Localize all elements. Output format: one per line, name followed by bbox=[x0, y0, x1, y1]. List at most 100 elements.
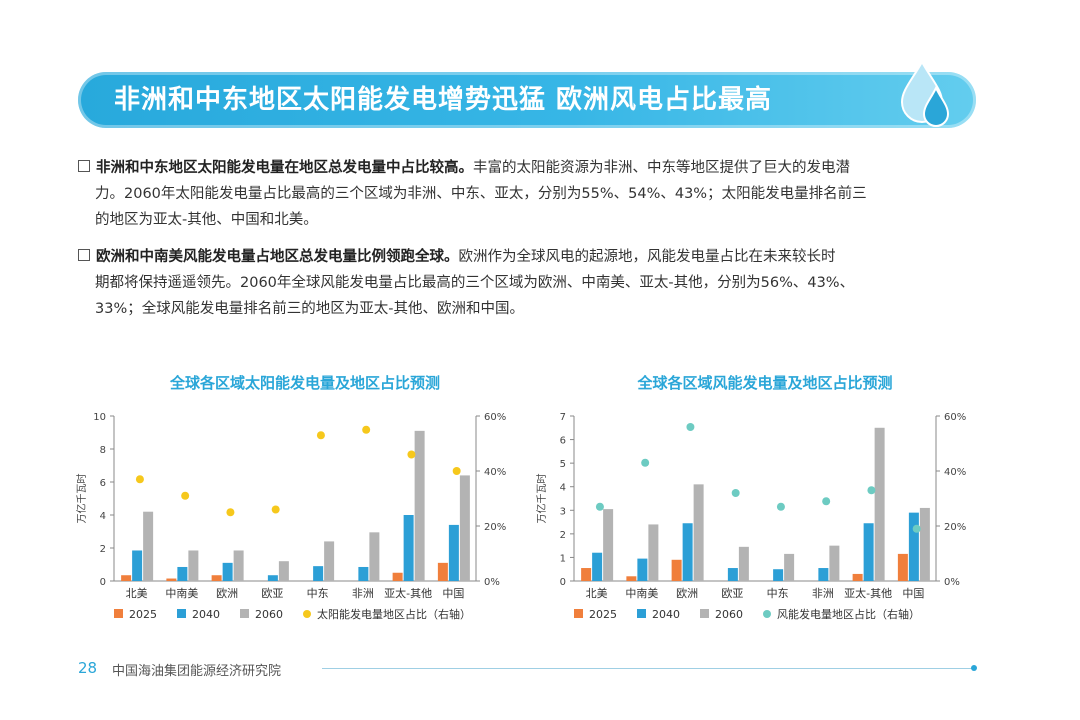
x-tick-label: 亚太-其他 bbox=[844, 587, 892, 600]
y2-tick-label: 60% bbox=[484, 412, 506, 423]
y-axis-label: 万亿千瓦时 bbox=[535, 474, 548, 524]
publisher-name: 中国海油集团能源经济研究院 bbox=[112, 664, 282, 679]
y-tick-label: 0 bbox=[560, 577, 566, 588]
legend-swatch-share bbox=[303, 610, 311, 618]
bar-2040 bbox=[403, 515, 414, 581]
y-tick-label: 8 bbox=[100, 445, 106, 456]
x-tick-label: 中南美 bbox=[625, 587, 658, 600]
y-tick-label: 3 bbox=[560, 506, 566, 517]
bar-2060 bbox=[143, 511, 154, 581]
legend-swatch-2040 bbox=[637, 609, 646, 618]
bar-2025 bbox=[852, 573, 863, 581]
paragraph-wind-line3: 33%；全球风能发电量排名前三的地区为亚太-其他、欧洲和中国。 bbox=[95, 301, 524, 317]
bar-2060 bbox=[233, 550, 244, 581]
share-dot bbox=[452, 467, 461, 475]
y-tick-label: 6 bbox=[100, 478, 106, 489]
footer-dot-icon bbox=[971, 665, 977, 671]
y2-tick-label: 40% bbox=[944, 467, 966, 478]
share-dot bbox=[362, 425, 371, 434]
legend-label-2025: 2025 bbox=[589, 608, 617, 621]
bar-2025 bbox=[437, 562, 448, 581]
legend-swatch-share bbox=[763, 610, 771, 618]
bar-2025 bbox=[581, 568, 592, 581]
share-dot bbox=[822, 497, 831, 506]
y2-tick-label: 40% bbox=[484, 467, 506, 478]
y-tick-label: 7 bbox=[560, 412, 566, 423]
bar-2060 bbox=[648, 524, 659, 581]
y-tick-label: 4 bbox=[100, 511, 106, 522]
x-tick-label: 中东 bbox=[767, 587, 789, 600]
x-tick-label: 亚太-其他 bbox=[384, 587, 432, 600]
solar-chart-title: 全球各区域太阳能发电量及地区占比预测 bbox=[169, 374, 440, 392]
bar-2040 bbox=[267, 575, 278, 581]
legend-label-2060: 2060 bbox=[255, 608, 283, 621]
bar-2060 bbox=[919, 507, 930, 581]
share-dot bbox=[135, 475, 144, 484]
share-dot bbox=[316, 431, 325, 440]
bar-2060 bbox=[603, 509, 614, 581]
bullet-box-icon bbox=[78, 249, 90, 261]
bar-2060 bbox=[874, 427, 885, 581]
bar-2040 bbox=[637, 558, 648, 581]
x-tick-label: 中南美 bbox=[165, 587, 198, 600]
share-dot bbox=[407, 450, 416, 459]
bar-2025 bbox=[392, 572, 403, 581]
bar-2040 bbox=[773, 569, 784, 581]
x-tick-label: 欧亚 bbox=[721, 587, 743, 600]
share-dot bbox=[686, 423, 695, 431]
legend-swatch-2025 bbox=[114, 609, 123, 618]
paragraph-solar-line3: 的地区为亚太-其他、中国和北美。 bbox=[95, 212, 318, 228]
y2-tick-label: 20% bbox=[944, 522, 966, 533]
bar-2040 bbox=[313, 566, 324, 581]
paragraph-wind-bold: 欧洲和中南美风能发电量占地区总发电量比例领跑全球。 bbox=[96, 249, 459, 265]
bar-2040 bbox=[448, 524, 459, 581]
x-tick-label: 欧洲 bbox=[676, 587, 698, 600]
legend-label-share: 太阳能发电量地区占比（右轴） bbox=[317, 607, 471, 621]
y2-tick-label: 60% bbox=[944, 412, 966, 423]
share-dot bbox=[867, 486, 876, 495]
bar-2060 bbox=[738, 546, 749, 581]
bar-2060 bbox=[459, 475, 470, 581]
bar-2040 bbox=[863, 523, 874, 581]
bar-2060 bbox=[829, 545, 840, 581]
x-tick-label: 非洲 bbox=[812, 587, 834, 600]
legend-label-share: 风能发电量地区占比（右轴） bbox=[777, 607, 920, 621]
y-tick-label: 2 bbox=[100, 544, 106, 555]
legend-swatch-2040 bbox=[177, 609, 186, 618]
bar-2060 bbox=[693, 484, 704, 581]
section-banner: 非洲和中东地区太阳能发电增势迅猛 欧洲风电占比最高 bbox=[78, 72, 976, 128]
bar-2060 bbox=[784, 553, 795, 581]
y-tick-label: 2 bbox=[560, 530, 566, 541]
bar-2060 bbox=[278, 561, 289, 581]
bar-2040 bbox=[222, 562, 233, 581]
y-tick-label: 10 bbox=[93, 412, 106, 423]
x-tick-label: 北美 bbox=[126, 587, 148, 600]
bar-2040 bbox=[682, 523, 693, 581]
bar-2060 bbox=[369, 532, 380, 581]
bar-2025 bbox=[211, 575, 222, 581]
y-axis-label: 万亿千瓦时 bbox=[75, 474, 88, 524]
wind-chart-title: 全球各区域风能发电量及地区占比预测 bbox=[637, 374, 893, 392]
y-tick-label: 4 bbox=[560, 483, 566, 494]
y-tick-label: 0 bbox=[100, 577, 106, 588]
x-tick-label: 中东 bbox=[307, 587, 329, 600]
bar-2060 bbox=[324, 541, 335, 581]
share-dot bbox=[226, 508, 235, 517]
bar-2040 bbox=[132, 550, 143, 581]
bar-2040 bbox=[592, 552, 603, 581]
y2-tick-label: 0% bbox=[484, 577, 500, 588]
y-tick-label: 1 bbox=[560, 553, 566, 564]
legend-swatch-2025 bbox=[574, 609, 583, 618]
y-tick-label: 5 bbox=[560, 459, 566, 470]
share-dot bbox=[595, 502, 604, 511]
x-tick-label: 欧洲 bbox=[216, 587, 238, 600]
paragraph-wind-line2: 期都将保持遥遥领先。2060年全球风能发电量占比最高的三个区域为欧洲、中南美、亚… bbox=[95, 275, 855, 291]
paragraph-solar-line2: 力。2060年太阳能发电量占比最高的三个区域为非洲、中东、亚太，分别为55%、5… bbox=[95, 186, 867, 202]
paragraph-solar-line1: 丰富的太阳能资源为非洲、中东等地区提供了巨大的发电潜 bbox=[473, 160, 850, 176]
share-dot bbox=[731, 489, 740, 497]
paragraph-solar: 非洲和中东地区太阳能发电量在地区总发电量中占比较高。丰富的太阳能资源为非洲、中东… bbox=[78, 155, 978, 233]
legend-swatch-2060 bbox=[240, 609, 249, 618]
bar-2025 bbox=[671, 559, 682, 581]
x-tick-label: 北美 bbox=[586, 587, 608, 600]
